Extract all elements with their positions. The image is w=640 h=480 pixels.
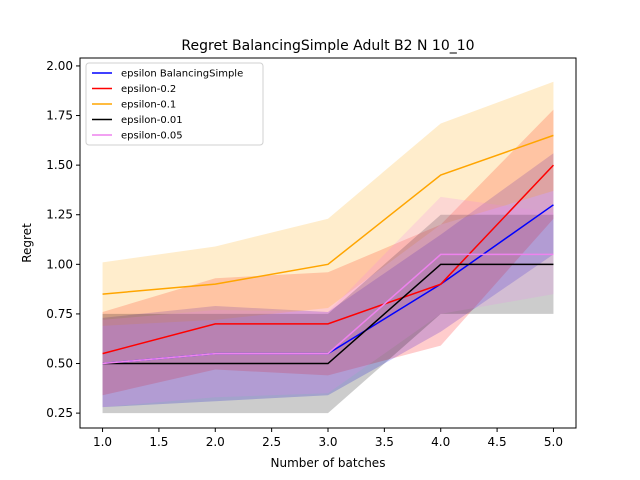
legend-box [85, 62, 264, 146]
y-tick-label: 1.50 [46, 158, 73, 172]
legend-label: epsilon-0.1 [121, 100, 176, 111]
x-axis-label: Number of batches [271, 456, 386, 470]
x-tick-label: 1.5 [149, 435, 168, 449]
y-tick-label: 1.75 [46, 109, 73, 123]
y-tick-label: 2.00 [46, 59, 73, 73]
y-axis-ticks: 0.25 0.50 0.75 1.00 1.25 1.50 1.75 2.00 [46, 59, 80, 420]
x-tick-label: 1.0 [93, 435, 112, 449]
x-tick-label: 4.5 [488, 435, 507, 449]
legend-label: epsilon BalancingSimple [121, 69, 243, 80]
legend: epsilon BalancingSimple epsilon-0.2 epsilo… [85, 62, 264, 146]
chart-title: Regret BalancingSimple Adult B2 N 10_10 [181, 38, 474, 54]
legend-label: epsilon-0.01 [121, 115, 183, 126]
series-lines [102, 134, 554, 365]
band-series-2 [102, 81, 554, 326]
line-series-3 [102, 263, 554, 365]
y-tick-label: 0.50 [46, 357, 73, 371]
x-tick-label: 3.5 [375, 435, 394, 449]
y-axis-label: Regret [20, 223, 34, 263]
y-tick-label: 0.75 [46, 307, 73, 321]
legend-label: epsilon-0.05 [121, 131, 183, 142]
y-tick-label: 0.25 [46, 406, 73, 420]
line-series-4 [102, 253, 554, 365]
legend-label: epsilon-0.2 [121, 84, 176, 95]
line-series-1 [102, 164, 554, 355]
x-axis-ticks: 1.0 1.5 2.0 2.5 3.0 3.5 4.0 4.5 5.0 [93, 428, 563, 449]
line-series-2 [102, 134, 554, 295]
band-series-4 [102, 196, 554, 408]
y-tick-label: 1.00 [46, 257, 73, 271]
x-tick-label: 5.0 [544, 435, 563, 449]
x-tick-label: 2.5 [262, 435, 281, 449]
x-tick-label: 2.0 [206, 435, 225, 449]
x-tick-label: 4.0 [431, 435, 450, 449]
x-tick-label: 3.0 [318, 435, 337, 449]
y-tick-label: 1.25 [46, 208, 73, 222]
band-series-0 [102, 153, 554, 408]
